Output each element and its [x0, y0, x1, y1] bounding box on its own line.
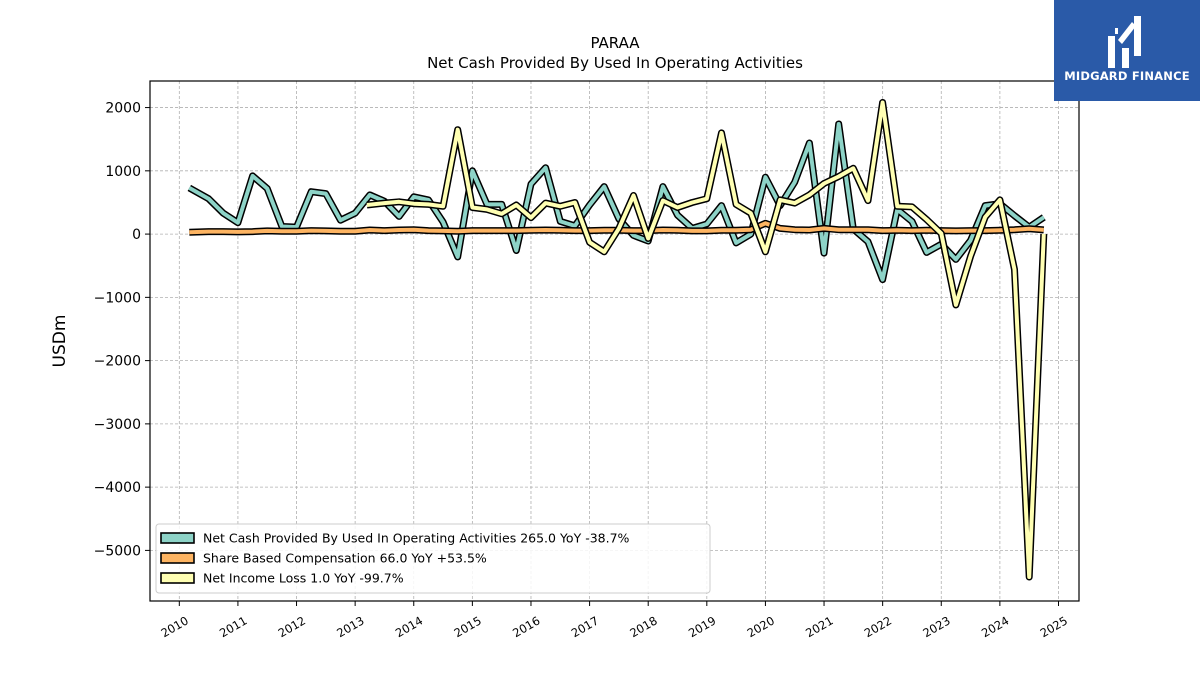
legend-swatch	[160, 552, 195, 564]
x-ticks: 2010 2011 2012 2013 2014 2015 2016 2017 2018 2019…	[158, 601, 1070, 640]
chart-subtitle: Net Cash Provided By Used In Operating A…	[427, 54, 803, 72]
x-tick-label: 2024	[979, 613, 1011, 640]
x-tick-label: 2014	[393, 613, 425, 640]
y-ticks: −5000 −4000 −3000 −2000 −1000 0 1000 2000	[94, 101, 150, 559]
x-tick-label: 2025	[1038, 613, 1070, 640]
legend-label: Net Cash Provided By Used In Operating A…	[203, 531, 630, 546]
x-tick-label: 2021	[803, 613, 835, 640]
y-tick-label: −5000	[94, 543, 141, 559]
y-tick-label: −1000	[94, 290, 141, 306]
x-tick-label: 2015	[452, 613, 484, 640]
legend-swatch	[160, 572, 195, 584]
x-tick-label: 2011	[217, 613, 249, 640]
x-tick-label: 2022	[862, 613, 894, 640]
grid	[150, 81, 1079, 601]
y-tick-label: −2000	[94, 354, 141, 370]
series-line	[188, 122, 1045, 282]
x-tick-label: 2018	[627, 613, 659, 640]
brand-logo: MIDGARD FINANCE	[1054, 0, 1200, 101]
series-line-outline	[187, 120, 1046, 284]
y-tick-label: 1000	[105, 164, 141, 180]
x-tick-label: 2010	[158, 613, 190, 640]
legend-swatch	[160, 532, 195, 544]
series-line-outline	[366, 99, 1048, 581]
x-tick-label: 2017	[569, 613, 601, 640]
x-tick-label: 2023	[920, 613, 952, 640]
midgard-logo-icon	[1108, 16, 1141, 68]
legend-label: Net Income Loss 1.0 YoY -99.7%	[203, 571, 404, 586]
y-tick-label: 2000	[105, 101, 141, 117]
brand-name: MIDGARD FINANCE	[1064, 69, 1190, 83]
y-tick-label: 0	[132, 227, 141, 243]
x-tick-label: 2019	[686, 613, 718, 640]
legend: Net Cash Provided By Used In Operating A…	[155, 523, 711, 594]
plot-frame	[149, 80, 1080, 602]
x-tick-label: 2020	[745, 613, 777, 640]
series-1	[187, 120, 1046, 284]
series-layer	[187, 99, 1048, 581]
legend-label: Share Based Compensation 66.0 YoY +53.5%	[203, 551, 487, 566]
series-line	[366, 100, 1046, 579]
y-tick-label: −3000	[94, 417, 141, 433]
series-3	[366, 99, 1048, 581]
chart-title: PARAA	[590, 34, 640, 52]
y-tick-label: −4000	[94, 480, 141, 496]
x-tick-label: 2013	[334, 613, 366, 640]
x-tick-label: 2016	[510, 613, 542, 640]
y-axis-label: USDm	[50, 315, 70, 368]
x-tick-label: 2012	[276, 613, 308, 640]
legend-box	[155, 523, 711, 594]
